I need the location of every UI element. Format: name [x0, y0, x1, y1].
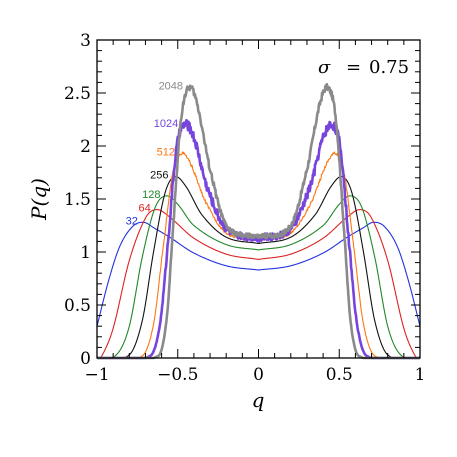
- y-tick-label: 1.5: [64, 190, 91, 210]
- y-tick-label: 1: [80, 243, 91, 263]
- sigma-value: 0.75: [369, 57, 409, 78]
- x-tick-label: 0.5: [326, 365, 353, 385]
- curve-label-2048: 2048: [159, 81, 183, 93]
- curve-label-32: 32: [126, 215, 138, 227]
- x-tick-label: −1: [84, 365, 109, 385]
- y-tick-label: 3: [80, 31, 91, 51]
- series-line-1024: [96, 118, 421, 360]
- sigma-annotation: σ = 0.75: [318, 57, 409, 78]
- curve-label-512: 512: [157, 146, 175, 158]
- y-tick-label: 0.5: [64, 296, 91, 316]
- x-tick-label: 1: [415, 365, 426, 385]
- tick-labels: −1 −0.5 0 0.5 1 0 0.5 1 1.5 2 2.5 3: [64, 31, 425, 385]
- x-tick-label: −0.5: [157, 365, 198, 385]
- y-axis-label: P(q): [27, 178, 51, 221]
- series-line-256: [96, 175, 421, 359]
- y-tick-label: 0: [80, 349, 91, 369]
- series-line-32: [96, 221, 421, 327]
- sigma-equals: =: [346, 57, 361, 78]
- series-line-128: [96, 195, 421, 359]
- y-tick-label: 2.5: [64, 84, 91, 104]
- series-line-64: [96, 209, 421, 359]
- sigma-symbol: σ: [318, 57, 331, 78]
- curve-label-256: 256: [150, 170, 168, 182]
- x-tick-label: 0: [253, 365, 264, 385]
- series-line-2048: [96, 82, 421, 360]
- curve-label-128: 128: [142, 189, 160, 201]
- y-tick-label: 2: [80, 137, 91, 157]
- curve-label-1024: 1024: [154, 118, 178, 130]
- ticks: [96, 39, 421, 359]
- x-axis-label: q: [252, 388, 265, 412]
- curves: [96, 82, 421, 360]
- series-line-512: [96, 151, 421, 359]
- curve-label-64: 64: [139, 203, 151, 215]
